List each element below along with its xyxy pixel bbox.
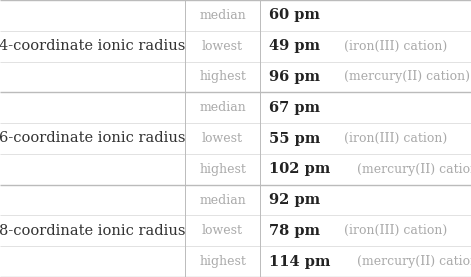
Text: (iron(III) cation): (iron(III) cation) <box>344 224 447 237</box>
Text: 55 pm: 55 pm <box>269 132 321 145</box>
Text: median: median <box>199 9 246 22</box>
Text: 92 pm: 92 pm <box>269 193 321 207</box>
Text: median: median <box>199 101 246 114</box>
Text: highest: highest <box>199 163 246 176</box>
Text: lowest: lowest <box>202 132 243 145</box>
Text: 60 pm: 60 pm <box>269 8 320 22</box>
Text: lowest: lowest <box>202 40 243 53</box>
Text: 6-coordinate ionic radius: 6-coordinate ionic radius <box>0 132 186 145</box>
Text: 8-coordinate ionic radius: 8-coordinate ionic radius <box>0 224 186 238</box>
Text: 102 pm: 102 pm <box>269 162 331 176</box>
Text: (iron(III) cation): (iron(III) cation) <box>344 40 447 53</box>
Text: (iron(III) cation): (iron(III) cation) <box>344 132 447 145</box>
Text: highest: highest <box>199 70 246 83</box>
Text: (mercury(II) cation): (mercury(II) cation) <box>357 255 471 268</box>
Text: 67 pm: 67 pm <box>269 101 320 115</box>
Text: 96 pm: 96 pm <box>269 70 320 84</box>
Text: (mercury(II) cation): (mercury(II) cation) <box>357 163 471 176</box>
Text: highest: highest <box>199 255 246 268</box>
Text: 49 pm: 49 pm <box>269 39 320 53</box>
Text: 114 pm: 114 pm <box>269 255 331 269</box>
Text: 4-coordinate ionic radius: 4-coordinate ionic radius <box>0 39 186 53</box>
Text: 78 pm: 78 pm <box>269 224 320 238</box>
Text: (mercury(II) cation): (mercury(II) cation) <box>344 70 470 83</box>
Text: median: median <box>199 194 246 207</box>
Text: lowest: lowest <box>202 224 243 237</box>
